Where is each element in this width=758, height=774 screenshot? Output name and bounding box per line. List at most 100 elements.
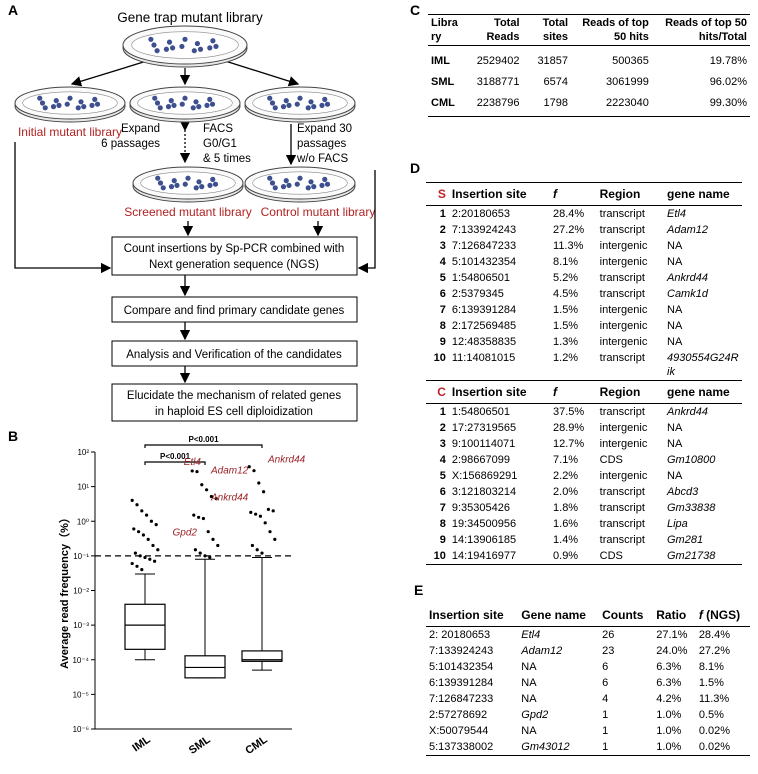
table-cell: 4930554G24Rik: [667, 352, 739, 378]
table-cell: transcript: [599, 208, 645, 220]
table-cell: 1.3%: [553, 336, 579, 348]
cell-colony: [322, 176, 328, 182]
outlier: [130, 561, 134, 566]
outlier: [266, 507, 270, 511]
cell-colony: [269, 180, 276, 186]
outlier: [249, 510, 253, 515]
cell-colony: [305, 185, 311, 191]
table-cell: 27.2%: [553, 224, 585, 236]
cell-colony: [193, 99, 199, 105]
step-box: [111, 236, 358, 276]
outlier: [151, 543, 155, 548]
table-row: 8 19:34500956 1.6% transcript Lipa: [426, 516, 742, 532]
table-row: 8 2:172569485 1.5% intergenic NA: [426, 318, 742, 334]
table-cell: 2223040: [606, 97, 649, 109]
header-row: C Insertion site f Region gene name: [426, 380, 742, 404]
table-cell: Etl4: [521, 629, 541, 641]
point-annotation: Ankrd44: [210, 492, 249, 503]
dish-inner: [137, 91, 233, 115]
step-note: passages: [297, 138, 346, 150]
box: [241, 650, 283, 662]
outlier: [135, 503, 139, 507]
header-cell: gene name: [667, 385, 730, 399]
y-tick-label: 10²: [77, 448, 89, 457]
table-cell: NA: [667, 304, 683, 316]
table-cell: transcript: [599, 224, 645, 236]
table-cell: 28.4%: [698, 629, 731, 641]
table-cell: 6: [439, 288, 446, 300]
panel-label: B: [8, 428, 19, 444]
header-cell: Region: [599, 187, 641, 201]
table-cell: 7:133924243: [429, 645, 494, 657]
cell-colony: [280, 104, 287, 110]
cell-colony: [185, 175, 191, 181]
table-cell: 2238796: [476, 97, 520, 109]
y-tick-label: 10⁻³: [73, 621, 89, 630]
cell-colony: [197, 46, 204, 52]
table-cell: 2: [439, 224, 446, 236]
table-cell: 5.2%: [553, 272, 579, 284]
outlier: [208, 555, 212, 560]
table-cell: 11.3%: [698, 693, 730, 705]
cell-colony: [294, 101, 300, 107]
table-cell: 8: [439, 320, 446, 332]
table-cell: 1.6%: [553, 518, 579, 530]
table-cell: NA: [667, 320, 683, 332]
table-cell: 4.2%: [656, 693, 682, 705]
table-cell: Ankrd44: [667, 272, 708, 284]
table-cell: 5: [439, 272, 446, 284]
arrow: [70, 59, 151, 87]
step-text: Count insertions by Sp-PCR combined with: [124, 243, 345, 255]
arrow: [221, 59, 300, 87]
library-label: Initial mutant library: [18, 125, 122, 139]
step-text: Next generation sequence (NGS): [149, 259, 319, 271]
dish-inner: [22, 91, 118, 115]
table-cell: Adam12: [521, 645, 563, 657]
cell-colony: [171, 102, 177, 108]
table-row: IML 2529402 31857 500365 19.78%: [428, 46, 750, 75]
table-cell: 500365: [612, 55, 649, 67]
cell-colony: [89, 102, 95, 108]
outlier: [148, 557, 152, 561]
table-cell: 7: [439, 304, 446, 316]
box: [124, 603, 166, 650]
left-panels: Gene trap mutant library Initial mutant …: [14, 10, 376, 757]
table-cell: 2: [439, 422, 446, 434]
table-cell: 14:19416977: [451, 550, 517, 562]
table-row: 4 5:101432354 8.1% intergenic NA: [426, 254, 742, 270]
table-row: 7:126847233 NA 4 4.2% 11.3%: [426, 691, 750, 707]
table-cell: 1.2%: [553, 352, 579, 364]
insertion-table: S Insertion site f Region gene name 1 2:201806…: [426, 182, 742, 565]
table-cell: 1.0%: [656, 709, 682, 721]
cell-colony: [283, 178, 289, 184]
table-cell: 5:101432354: [451, 256, 517, 268]
significance-bracket: [144, 444, 263, 448]
table-cell: CML: [431, 97, 455, 109]
table-cell: 5:137338002: [429, 741, 494, 753]
cell-colony: [297, 175, 303, 181]
cell-colony: [305, 105, 311, 111]
cell-colony: [94, 101, 101, 107]
table-cell: 5: [439, 470, 446, 482]
table-cell: 1.5%: [553, 320, 579, 332]
table-cell: 23: [602, 645, 615, 657]
cell-colony: [308, 99, 314, 105]
table-row: X:50079544 NA 1 1.0% 0.02%: [426, 723, 750, 739]
table-cell: NA: [521, 661, 537, 673]
table-cell: NA: [667, 240, 683, 252]
outlier: [145, 513, 149, 517]
cell-colony: [191, 48, 197, 54]
table-cell: Camk1d: [667, 288, 708, 300]
cell-colony: [272, 185, 278, 191]
dish-inner: [140, 171, 236, 195]
cell-colony: [283, 98, 289, 104]
outlier: [156, 548, 160, 552]
table-cell: 12.7%: [553, 438, 585, 450]
table-cell: 37.5%: [553, 406, 585, 418]
table-cell: 4.5%: [553, 288, 579, 300]
table-cell: 9: [439, 336, 446, 348]
cell-colony: [199, 184, 205, 190]
outlier: [262, 490, 266, 494]
table-row: 6 2:5379345 4.5% transcript Camk1d: [426, 286, 742, 302]
